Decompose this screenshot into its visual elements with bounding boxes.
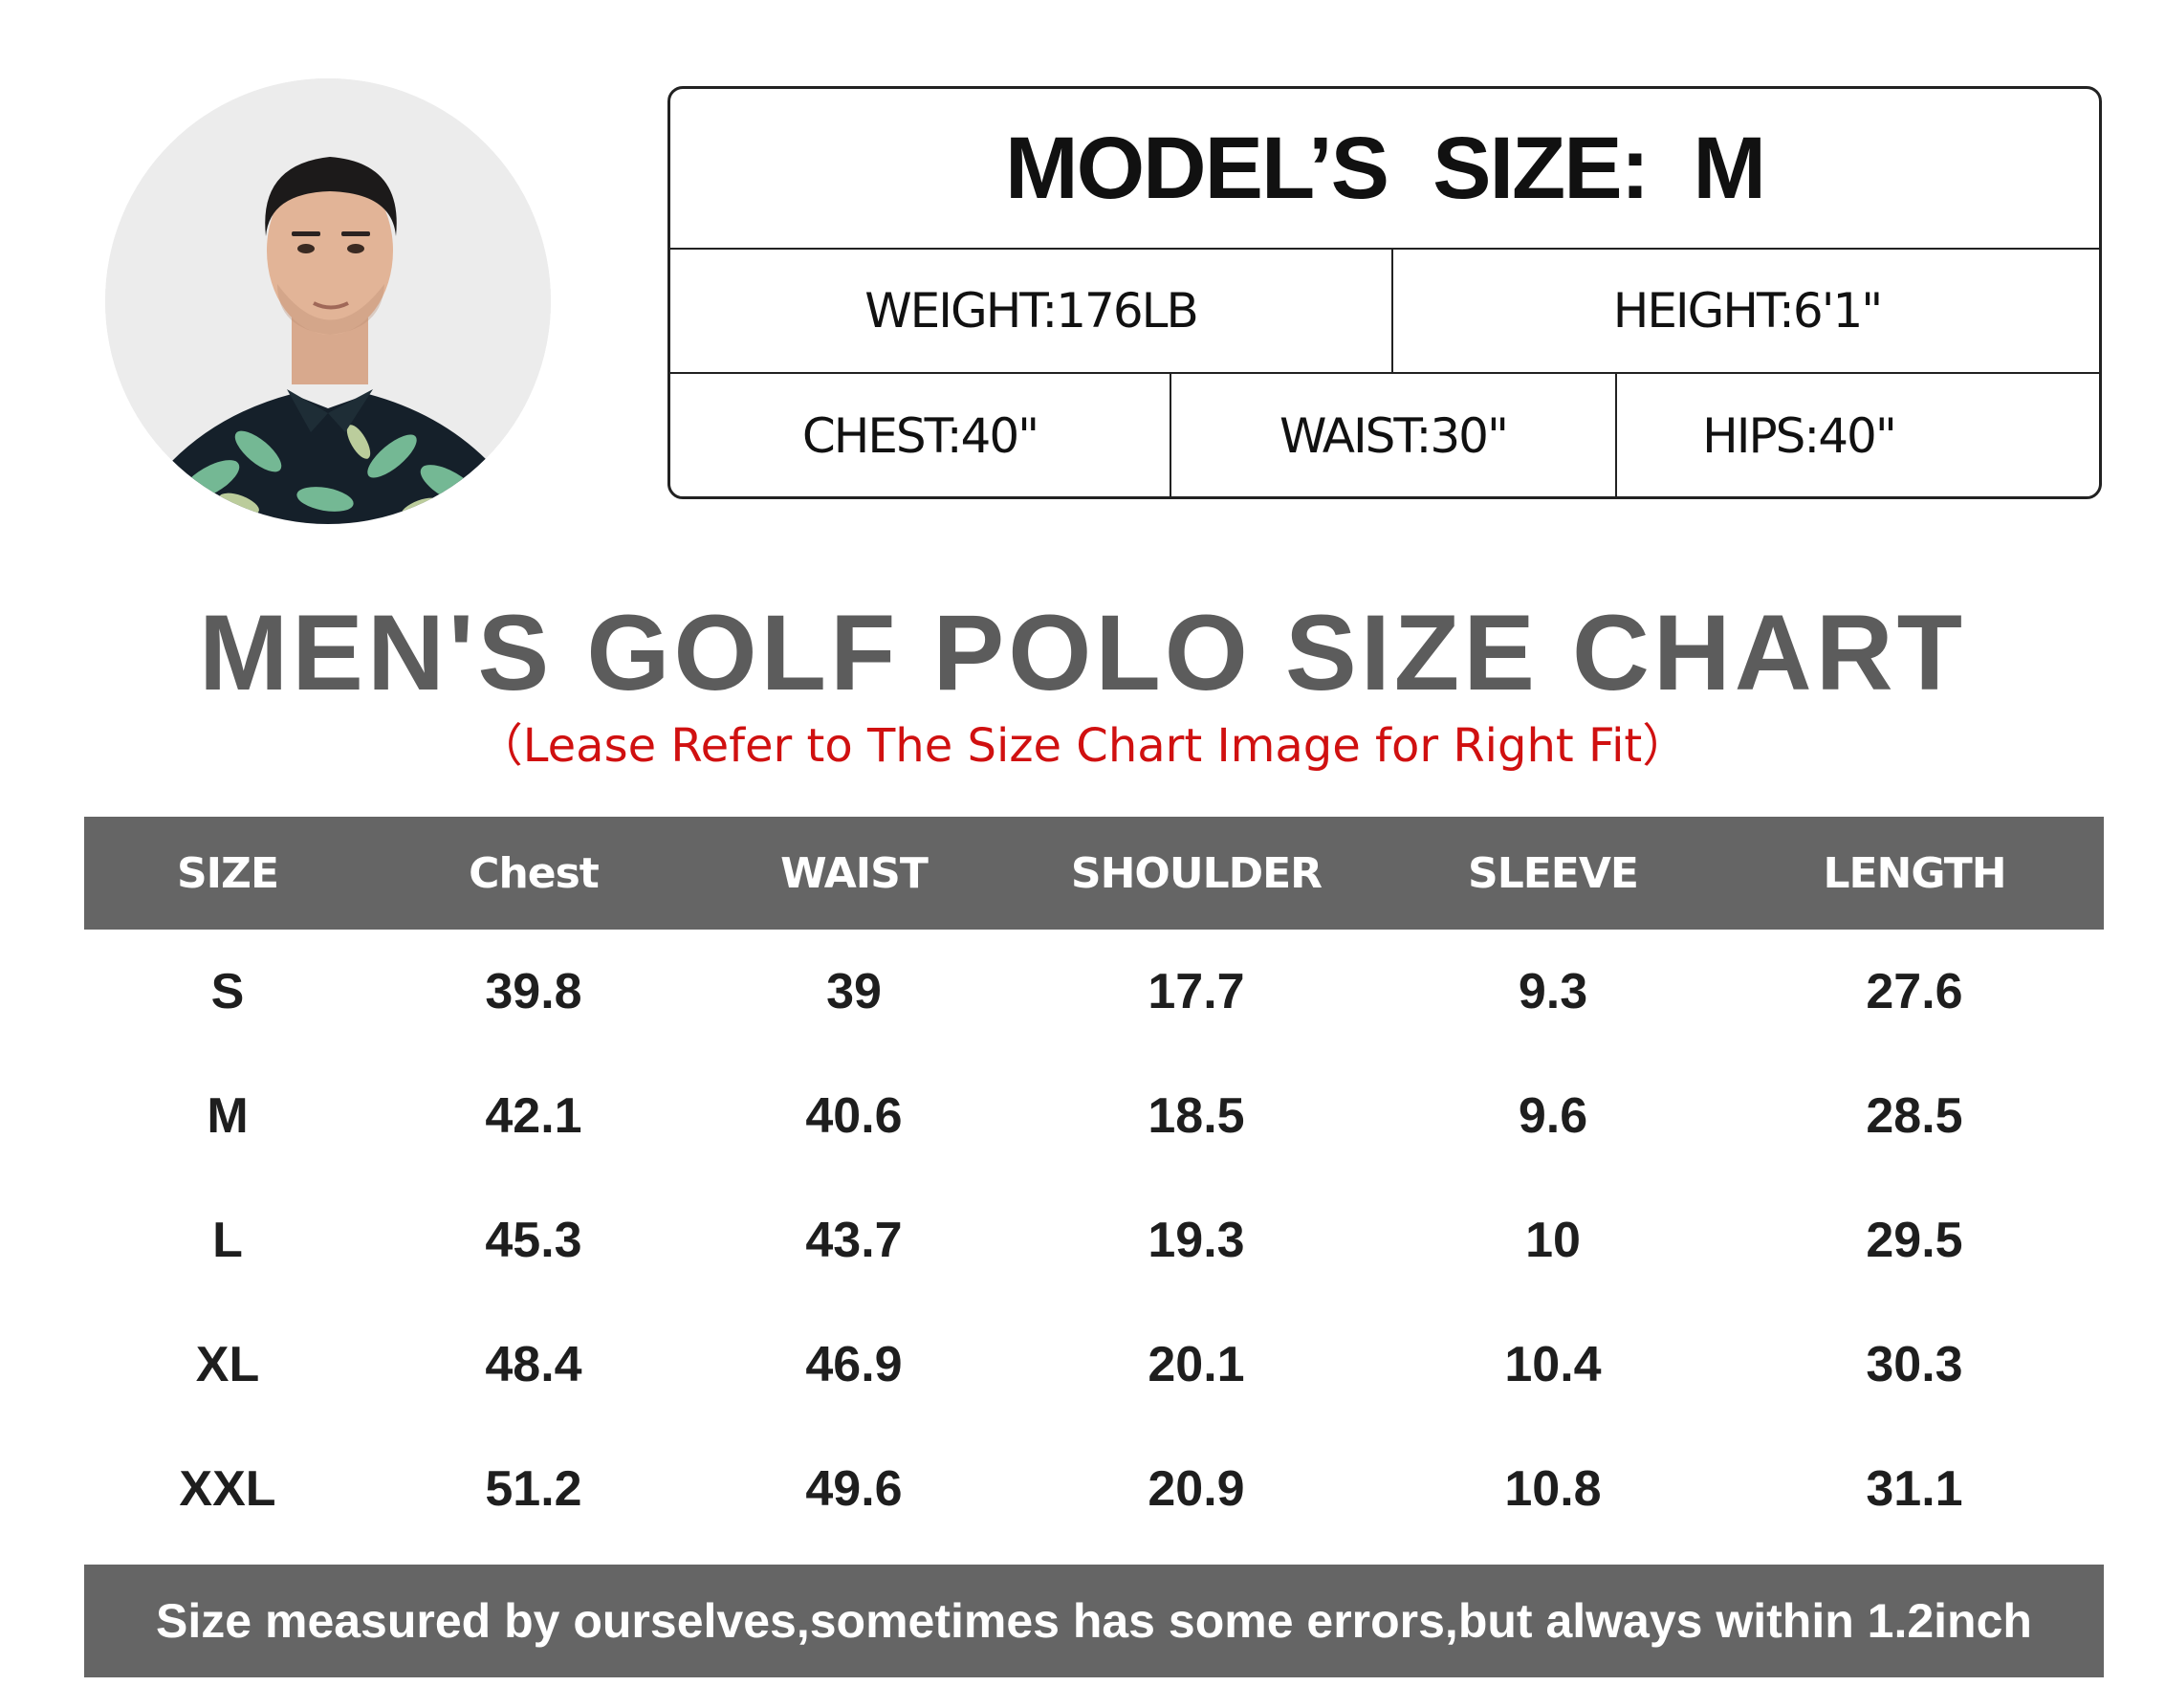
table-row: L 45.3 43.7 19.3 10 29.5 (84, 1178, 2104, 1303)
cell-chest: 45.3 (485, 1213, 582, 1268)
divider (670, 248, 2099, 250)
cell-size: M (207, 1088, 249, 1144)
cell-shoulder: 18.5 (1148, 1088, 1245, 1144)
table-body: S 39.8 39 17.7 9.3 27.6 M 42.1 40.6 18.5 9.6 28.5 L 4… (84, 930, 2104, 1551)
cell-shoulder: 17.7 (1148, 964, 1245, 1019)
cell-chest: 51.2 (485, 1461, 582, 1517)
model-waist: WAIST:30" (1279, 408, 1509, 464)
size-table: SIZE Chest WAIST SHOULDER SLEEVE LENGTH … (84, 817, 2104, 1551)
size-chart-subtitle: （Lease Refer to The Size Chart Image for… (476, 719, 1689, 773)
table-row: XXL 51.2 49.6 20.9 10.8 31.1 (84, 1427, 2104, 1551)
model-chest: CHEST:40" (801, 408, 1039, 464)
col-header-length: LENGTH (1823, 848, 2006, 898)
cell-size: S (210, 964, 245, 1019)
cell-size: XXL (179, 1461, 276, 1517)
cell-length: 31.1 (1866, 1461, 1963, 1517)
cell-chest: 39.8 (485, 964, 582, 1019)
divider (1391, 250, 1393, 372)
cell-sleeve: 10 (1525, 1213, 1581, 1268)
cell-shoulder: 20.1 (1148, 1337, 1245, 1392)
cell-length: 28.5 (1866, 1088, 1963, 1144)
cell-shoulder: 19.3 (1148, 1213, 1245, 1268)
model-photo (105, 78, 551, 524)
cell-length: 27.6 (1866, 964, 1963, 1019)
model-hips: HIPS:40" (1702, 408, 1897, 464)
table-row: S 39.8 39 17.7 9.3 27.6 (84, 930, 2104, 1054)
cell-size: L (212, 1213, 243, 1268)
table-row: XL 48.4 46.9 20.1 10.4 30.3 (84, 1303, 2104, 1427)
col-header-shoulder: SHOULDER (1070, 848, 1323, 898)
model-size-box: MODEL’S SIZE: M WEIGHT:176LB HEIGHT:6'1"… (667, 86, 2102, 499)
cell-chest: 42.1 (485, 1088, 582, 1144)
cell-sleeve: 10.8 (1504, 1461, 1602, 1517)
model-weight: WEIGHT:176LB (864, 283, 1199, 339)
divider (670, 372, 2099, 374)
model-size-title: MODEL’S SIZE: M (1004, 119, 1766, 217)
cell-length: 30.3 (1866, 1337, 1963, 1392)
col-header-size: SIZE (176, 848, 279, 898)
col-header-sleeve: SLEEVE (1468, 848, 1639, 898)
size-chart-title: MEN'S GOLF POLO SIZE CHART (199, 593, 1966, 712)
col-header-waist: WAIST (780, 848, 929, 898)
cell-shoulder: 20.9 (1148, 1461, 1245, 1517)
divider (1615, 374, 1617, 496)
cell-waist: 39 (826, 964, 882, 1019)
cell-size: XL (195, 1337, 260, 1392)
table-header: SIZE Chest WAIST SHOULDER SLEEVE LENGTH (84, 817, 2104, 930)
col-header-chest: Chest (469, 848, 600, 898)
cell-sleeve: 9.6 (1518, 1088, 1588, 1144)
table-row: M 42.1 40.6 18.5 9.6 28.5 (84, 1054, 2104, 1178)
cell-length: 29.5 (1866, 1213, 1963, 1268)
model-height: HEIGHT:6'1" (1612, 283, 1884, 339)
model-illustration (105, 78, 551, 524)
divider (1170, 374, 1171, 496)
cell-sleeve: 10.4 (1504, 1337, 1602, 1392)
cell-waist: 43.7 (805, 1213, 903, 1268)
footer-note: Size measured by ourselves,sometimes has… (84, 1565, 2104, 1677)
cell-waist: 46.9 (805, 1337, 903, 1392)
cell-waist: 49.6 (805, 1461, 903, 1517)
cell-sleeve: 9.3 (1518, 964, 1588, 1019)
cell-chest: 48.4 (485, 1337, 582, 1392)
cell-waist: 40.6 (805, 1088, 903, 1144)
